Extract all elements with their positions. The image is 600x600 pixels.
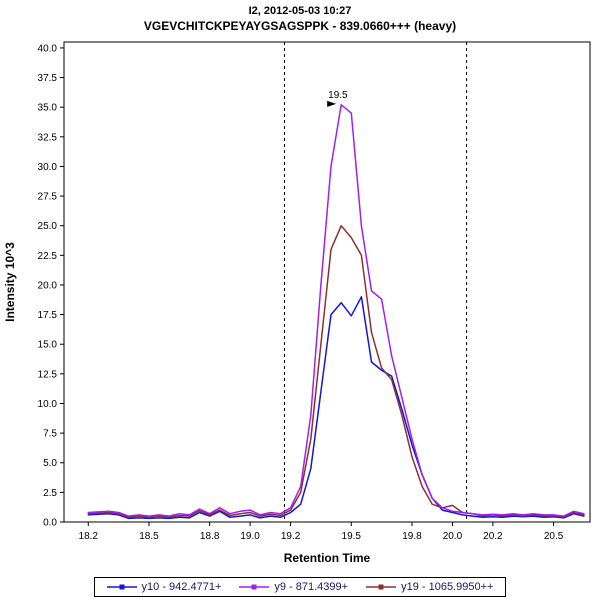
y-tick-label: 15.0: [38, 339, 58, 350]
y-tick-label: 12.5: [38, 369, 58, 380]
legend-label: y19 - 1065.9950++: [401, 580, 494, 593]
series-line-y19: [87, 224, 585, 518]
chart-title: I2, 2012-05-03 10:27: [248, 5, 352, 17]
peak-arrow-icon: [327, 100, 337, 107]
x-tick-label: 20.5: [544, 531, 564, 542]
x-tick-label: 18.5: [139, 531, 159, 542]
legend-label: y10 - 942.4771+: [141, 580, 222, 593]
plot-border: [63, 41, 591, 523]
peak-rt-label: 19.5: [328, 90, 348, 101]
legend-label: y9 - 871.4399+: [274, 580, 349, 593]
legend-item: y19 - 1065.9950++: [366, 581, 493, 593]
legend-item: y10 - 942.4771+: [106, 580, 222, 593]
y-tick-label: 40.0: [38, 43, 58, 54]
y-tick-label: 25.0: [38, 221, 58, 232]
y-tick-label: 0.0: [43, 517, 57, 528]
chromatogram-canvas[interactable]: 0.0 2.5 5.0 7.5 10.0 12.5 15.0 17.5 20.0 22.5 25.0…: [0, 34, 600, 574]
y-tick-label: 10.0: [38, 399, 58, 410]
x-tick-label: 19.2: [281, 531, 301, 542]
series-line-y10: [87, 295, 585, 519]
x-tick-label: 20.2: [483, 531, 503, 542]
legend-line-sample: [239, 584, 270, 590]
x-tick-label: 19.0: [240, 531, 260, 542]
legend-line-sample: [366, 584, 397, 590]
y-tick-label: 32.5: [38, 132, 58, 143]
y-tick-label: 37.5: [38, 73, 58, 84]
y-tick-label: 17.5: [38, 310, 58, 321]
peptide-title: VGEVCHITCKPEYAYGSAGSPPK - 839.0660+++ (h…: [143, 18, 457, 33]
x-tick-label: 18.2: [79, 531, 99, 542]
x-tick-label: 18.8: [200, 531, 220, 542]
x-axis-title: Retention Time: [284, 551, 371, 565]
y-tick-label: 22.5: [38, 251, 58, 262]
x-tick-label: 19.8: [402, 531, 422, 542]
chart-header: I2, 2012-05-03 10:27 VGEVCHITCKPEYAYGSAG…: [0, 0, 600, 34]
series-line-y9: [87, 103, 585, 517]
legend-line-sample: [106, 584, 137, 590]
legend: y10 - 942.4771+ y9 - 871.4399+ y19 - 1065.…: [93, 576, 507, 597]
y-tick-label: 20.0: [38, 280, 58, 291]
legend-item: y9 - 871.4399+: [239, 581, 348, 593]
y-tick-label: 27.5: [38, 191, 58, 202]
y-axis-title: Intensity 10^3: [3, 242, 17, 322]
x-tick-label: 19.5: [342, 531, 362, 542]
y-tick-label: 7.5: [43, 428, 57, 439]
x-tick-label: 20.0: [443, 531, 463, 542]
y-tick-label: 2.5: [43, 488, 57, 499]
y-tick-label: 5.0: [43, 458, 57, 469]
y-tick-label: 30.0: [38, 162, 58, 173]
y-tick-label: 35.0: [38, 102, 58, 113]
